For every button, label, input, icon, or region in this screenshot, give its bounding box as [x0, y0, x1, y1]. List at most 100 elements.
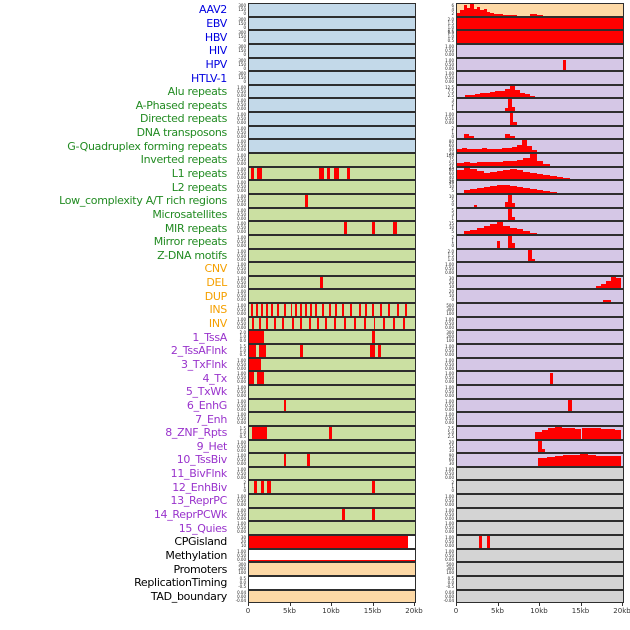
- row-label-10-tssbiv: 10_TssBiv: [176, 453, 228, 467]
- signal-bar: [563, 178, 570, 180]
- row-label-mirror-repeats: Mirror repeats: [153, 235, 228, 249]
- y-tick-label: 30: [448, 275, 454, 281]
- signal-bar: [601, 284, 607, 289]
- row-label-directed-repeats: Directed repeats: [140, 112, 227, 126]
- signal-bar: [465, 95, 471, 98]
- track-panel-right-hiv: [456, 43, 624, 58]
- y-tick-label: 0.00: [237, 297, 246, 303]
- track-panel-right-promoters: [456, 562, 624, 576]
- y-tick-label: 0.00: [445, 542, 454, 548]
- y-tick-label: 1.00: [445, 344, 454, 350]
- signal-bar: [510, 185, 517, 193]
- x-tick-mark: [456, 603, 457, 607]
- track-panel-left-dna-transposons: [248, 125, 416, 140]
- x-tick-label: 20kb: [405, 607, 423, 616]
- y-tick-label: 100: [446, 338, 454, 344]
- track-panel-left-hpv: [248, 57, 416, 72]
- y-axis-ticks-left: 1.00 0.50 0.00: [232, 126, 248, 140]
- signal-bar: [614, 429, 622, 439]
- y-tick-label: 20: [448, 289, 454, 295]
- y-tick-label: 5: [451, 197, 454, 203]
- signal-bar: [491, 149, 497, 153]
- x-tick-label: 10kb: [322, 607, 340, 616]
- signal-bar: [523, 171, 531, 180]
- x-tick-label: 0: [453, 607, 459, 616]
- y-tick-label: 12.5: [445, 84, 454, 90]
- signal-bar: [530, 172, 537, 180]
- y-tick-label: 2: [451, 11, 454, 16]
- signal-bar: [549, 191, 557, 193]
- signal-bar: [282, 317, 285, 330]
- signal-bar: [258, 345, 266, 357]
- signal-bar: [457, 148, 462, 153]
- signal-bar: [463, 167, 471, 180]
- y-axis-ticks-left: 1.00 0.50 0.00: [232, 440, 248, 454]
- y-tick-label: 0.00: [237, 365, 246, 371]
- y-tick-label: 0.5: [447, 28, 454, 34]
- y-axis-ticks-right: 1.00 0.50 0.00: [416, 399, 456, 413]
- track-panel-right-1-tssa: [456, 330, 624, 345]
- y-tick-label: 0.50: [237, 129, 246, 135]
- y-tick-label: 0.50: [237, 470, 246, 476]
- y-tick-label: 0.00: [237, 311, 246, 317]
- y-tick-label: 1.00: [237, 466, 246, 472]
- y-tick-label: 300: [238, 3, 246, 8]
- y-axis-ticks-left: 1.00 0.50 0.00: [232, 235, 248, 249]
- signal-bar: [471, 149, 477, 153]
- signal-bar: [476, 228, 484, 234]
- y-tick-label: 0.50: [445, 47, 454, 53]
- track-panel-right-aav2: [456, 3, 624, 17]
- signal-bar: [322, 304, 325, 316]
- y-axis-ticks-left: 300 200 100: [232, 562, 248, 576]
- signal-bar: [490, 186, 497, 193]
- y-tick-label: 0.0: [239, 579, 246, 585]
- track-panel-right-5-txwk: [456, 384, 624, 399]
- y-tick-label: 0.00: [445, 406, 454, 412]
- y-tick-label: -0.5: [446, 583, 454, 589]
- signal-bar: [511, 146, 517, 153]
- y-tick-label: 0.50: [237, 225, 246, 231]
- row-label-replicationtiming: ReplicationTiming: [134, 576, 227, 590]
- y-tick-label: 150: [238, 75, 246, 81]
- signal-bar: [588, 454, 597, 466]
- y-tick-label: 1: [451, 215, 454, 221]
- signal-bar: [563, 455, 572, 466]
- y-axis-ticks-left: 1.00 0.50 0.00: [232, 98, 248, 112]
- track-panel-left-mirror-repeats: [248, 234, 416, 249]
- y-tick-label: 0.50: [237, 525, 246, 531]
- signal-bar: [378, 345, 381, 357]
- y-tick-label: 0.00: [237, 188, 246, 194]
- y-tick-label: 0.50: [237, 552, 246, 558]
- y-tick-label: 0.00: [445, 474, 454, 480]
- y-tick-label: 0.50: [237, 388, 246, 394]
- y-tick-label: 0.50: [445, 416, 454, 422]
- signal-bar: [463, 4, 467, 16]
- y-tick-label: 0.50: [237, 88, 246, 94]
- signal-bar: [468, 135, 474, 139]
- y-tick-label: 1.00: [237, 303, 246, 309]
- y-axis-ticks-left: 2.0 1.0 0.0: [232, 330, 248, 344]
- y-tick-label: 2.5: [447, 433, 454, 439]
- signal-bar: [508, 194, 512, 207]
- row-label-15-quies: 15_Quies: [178, 521, 228, 535]
- signal-bar: [371, 481, 376, 494]
- row-label-l1-repeats: L1 repeats: [171, 167, 228, 180]
- y-axis-ticks-left: 1.00 0.50 0.00: [232, 494, 248, 508]
- y-axis-ticks-right: 1.00 0.50 0.00: [416, 262, 456, 276]
- y-tick-label: -0.04: [235, 597, 246, 603]
- track-panel-right-3-txflnk: [456, 357, 624, 372]
- y-tick-label: 1.00: [237, 125, 246, 131]
- track-panel-left-2-tssaflnk: [248, 344, 416, 358]
- signal-bar: [510, 113, 514, 125]
- signal-bar: [596, 286, 602, 289]
- y-axis-ticks-left: 1.00 0.50 0.00: [232, 385, 248, 399]
- signal-bar: [500, 90, 506, 98]
- y-tick-label: 0.50: [237, 293, 246, 299]
- signal-bar: [371, 222, 376, 234]
- track-panel-right-cnv: [456, 262, 624, 276]
- row-label-alu-repeats: Alu repeats: [167, 85, 228, 99]
- y-tick-label: 20: [240, 538, 246, 544]
- track-panel-left-a-phased-repeats: [248, 98, 416, 113]
